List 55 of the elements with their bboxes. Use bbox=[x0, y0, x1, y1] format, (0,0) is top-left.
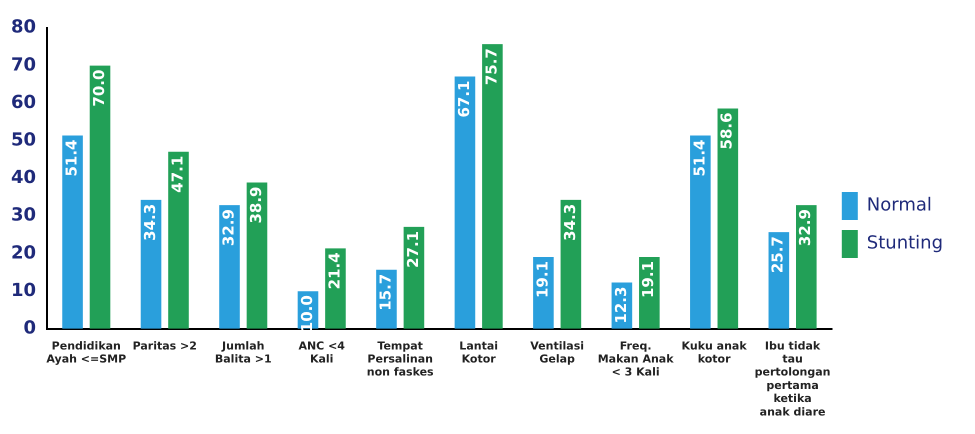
legend-label: Stunting bbox=[866, 232, 944, 254]
x-tick-label: Tempat Persalinan non faskes bbox=[366, 339, 434, 379]
data-label: 51.4 bbox=[690, 140, 708, 177]
data-label: 51.4 bbox=[62, 140, 80, 177]
data-label: 32.9 bbox=[219, 209, 238, 246]
y-tick-label: 50 bbox=[10, 129, 36, 150]
bar bbox=[796, 205, 817, 329]
data-label: 15.7 bbox=[376, 274, 394, 311]
x-tick-label: Ibu tidak tau pertolongan pertama ketika anak diare bbox=[754, 339, 831, 418]
data-label: 34.3 bbox=[140, 204, 159, 241]
x-tick-label: Freq. Makan Anak < 3 Kali bbox=[598, 339, 674, 379]
data-label: 70.0 bbox=[90, 70, 108, 107]
bar bbox=[482, 44, 503, 329]
y-tick-label: 70 bbox=[10, 54, 36, 76]
bar bbox=[140, 200, 162, 329]
x-tick-label: Paritas >2 bbox=[132, 339, 197, 352]
y-tick-label: 10 bbox=[10, 280, 36, 301]
bar bbox=[62, 136, 83, 329]
bar bbox=[560, 200, 582, 329]
y-tick-label: 0 bbox=[24, 317, 36, 338]
y-tick-label: 20 bbox=[10, 242, 36, 264]
x-tick-label: Kuku anak kotor bbox=[682, 339, 748, 366]
data-label: 25.7 bbox=[768, 236, 787, 274]
bar bbox=[168, 152, 189, 329]
bar bbox=[718, 108, 738, 329]
y-tick-label: 80 bbox=[10, 16, 36, 38]
data-label: 32.9 bbox=[796, 209, 814, 246]
y-tick-label: 40 bbox=[10, 167, 36, 188]
x-tick-label: ANC <4 Kali bbox=[298, 339, 346, 366]
bar bbox=[768, 232, 790, 329]
data-label: 38.9 bbox=[246, 186, 265, 224]
bar bbox=[219, 205, 240, 329]
data-label: 27.1 bbox=[404, 230, 422, 268]
data-label: 47.1 bbox=[168, 156, 186, 193]
data-label: 10.0 bbox=[298, 295, 316, 332]
x-tick-label: Ventilasi Gelap bbox=[530, 339, 584, 366]
bar bbox=[404, 226, 424, 329]
bar bbox=[690, 136, 711, 329]
data-label: 34.3 bbox=[560, 204, 579, 241]
legend-label: Normal bbox=[866, 194, 932, 216]
data-label: 21.4 bbox=[325, 252, 344, 290]
data-label: 19.1 bbox=[533, 260, 552, 298]
data-label: 12.3 bbox=[612, 286, 630, 324]
x-tick-label: Pendidikan Ayah <=SMP bbox=[46, 339, 126, 366]
data-label: 19.1 bbox=[639, 260, 658, 298]
y-tick-label: 60 bbox=[10, 92, 36, 113]
data-label: 58.6 bbox=[718, 112, 736, 150]
bar bbox=[454, 76, 476, 329]
x-tick-label: Jumlah Balita >1 bbox=[214, 339, 272, 366]
bar bbox=[246, 182, 268, 329]
data-label: 67.1 bbox=[454, 80, 473, 118]
y-tick-label: 30 bbox=[10, 204, 36, 226]
x-tick-label: Lantai Kotor bbox=[459, 339, 498, 366]
data-label: 75.7 bbox=[482, 48, 500, 86]
bar bbox=[90, 66, 110, 329]
